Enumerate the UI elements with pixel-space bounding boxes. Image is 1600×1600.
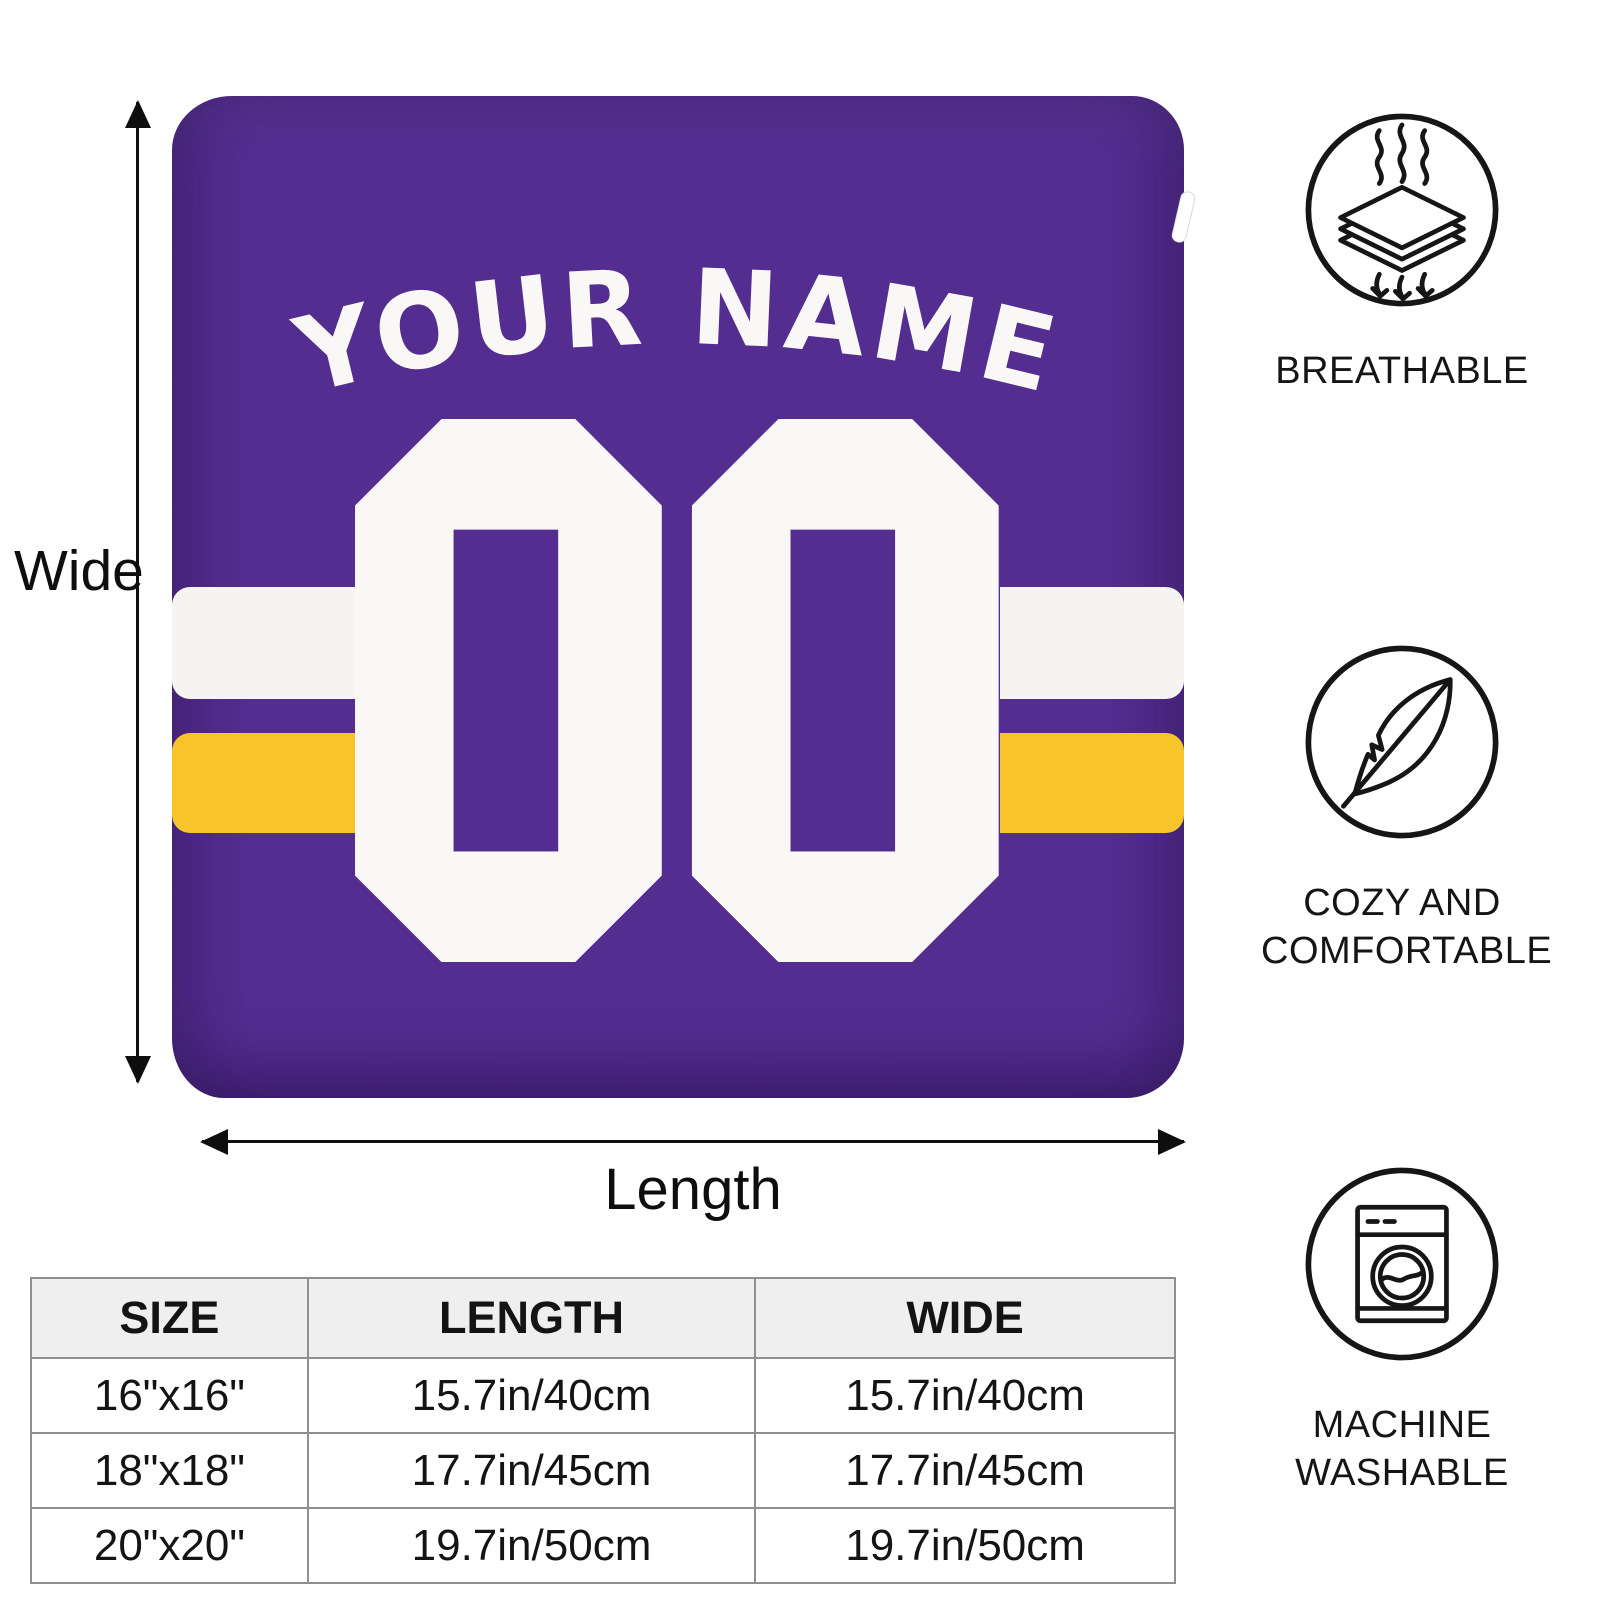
col-header-length: LENGTH — [306, 1277, 757, 1359]
feature-label: COZY AND COMFORTABLE — [1261, 882, 1553, 972]
length-label: Length — [604, 1157, 782, 1222]
jersey-stripe-white-right — [999, 586, 1184, 700]
jersey-stripe-white-left — [172, 586, 361, 700]
jersey-number: 00 — [355, 418, 999, 962]
feature-label: BREATHABLE — [1275, 350, 1529, 392]
table-cell: 20"x20" — [30, 1507, 309, 1584]
zipper-pull — [1170, 190, 1197, 245]
table-cell: 18"x18" — [30, 1432, 309, 1509]
table-cell: 16"x16" — [30, 1357, 309, 1434]
size-chart-table: SIZE LENGTH WIDE 16"x16" 15.7in/40cm 15.… — [30, 1277, 1176, 1584]
feature-list: BREATHABLE COZY AND COMFORTABLE — [1228, 0, 1576, 1600]
washing-machine-icon — [1305, 1167, 1499, 1361]
table-row: 20"x20" 19.7in/50cm 19.7in/50cm — [30, 1507, 1176, 1584]
table-cell: 15.7in/40cm — [754, 1357, 1176, 1434]
jersey-stripe-gold-right — [999, 733, 1184, 834]
table-cell: 19.7in/50cm — [754, 1507, 1176, 1584]
table-row: 18"x18" 17.7in/45cm 17.7in/45cm — [30, 1432, 1176, 1509]
wide-dimension-arrow — [136, 102, 139, 1082]
table-row: 16"x16" 15.7in/40cm 15.7in/40cm — [30, 1357, 1176, 1434]
pillow: YOUR NAME 00 — [172, 96, 1197, 1098]
wide-label: Wide — [14, 539, 144, 603]
col-header-size: SIZE — [30, 1277, 309, 1359]
feather-icon — [1305, 645, 1499, 839]
col-header-wide: WIDE — [754, 1277, 1176, 1359]
jersey-name-textpath: YOUR NAME — [283, 246, 1066, 418]
table-cell: 17.7in/45cm — [754, 1432, 1176, 1509]
jersey-number-digit — [355, 418, 662, 962]
feature-cozy: COZY AND COMFORTABLE — [1228, 638, 1576, 975]
table-cell: 17.7in/45cm — [306, 1432, 757, 1509]
jersey-stripe-gold-left — [172, 733, 361, 834]
table-header-row: SIZE LENGTH WIDE — [30, 1277, 1176, 1359]
feature-breathable: BREATHABLE — [1228, 106, 1576, 396]
svg-text:YOUR NAME: YOUR NAME — [283, 246, 1071, 418]
jersey-name-text: YOUR NAME — [283, 246, 1071, 418]
jersey-number-digit — [692, 418, 999, 962]
feature-label: MACHINE WASHABLE — [1295, 1404, 1509, 1494]
breathable-icon — [1305, 113, 1499, 307]
feature-machine-washable: MACHINE WASHABLE — [1228, 1160, 1576, 1497]
length-dimension-arrow — [202, 1140, 1184, 1143]
table-cell: 19.7in/50cm — [306, 1507, 757, 1584]
table-cell: 15.7in/40cm — [306, 1357, 757, 1434]
